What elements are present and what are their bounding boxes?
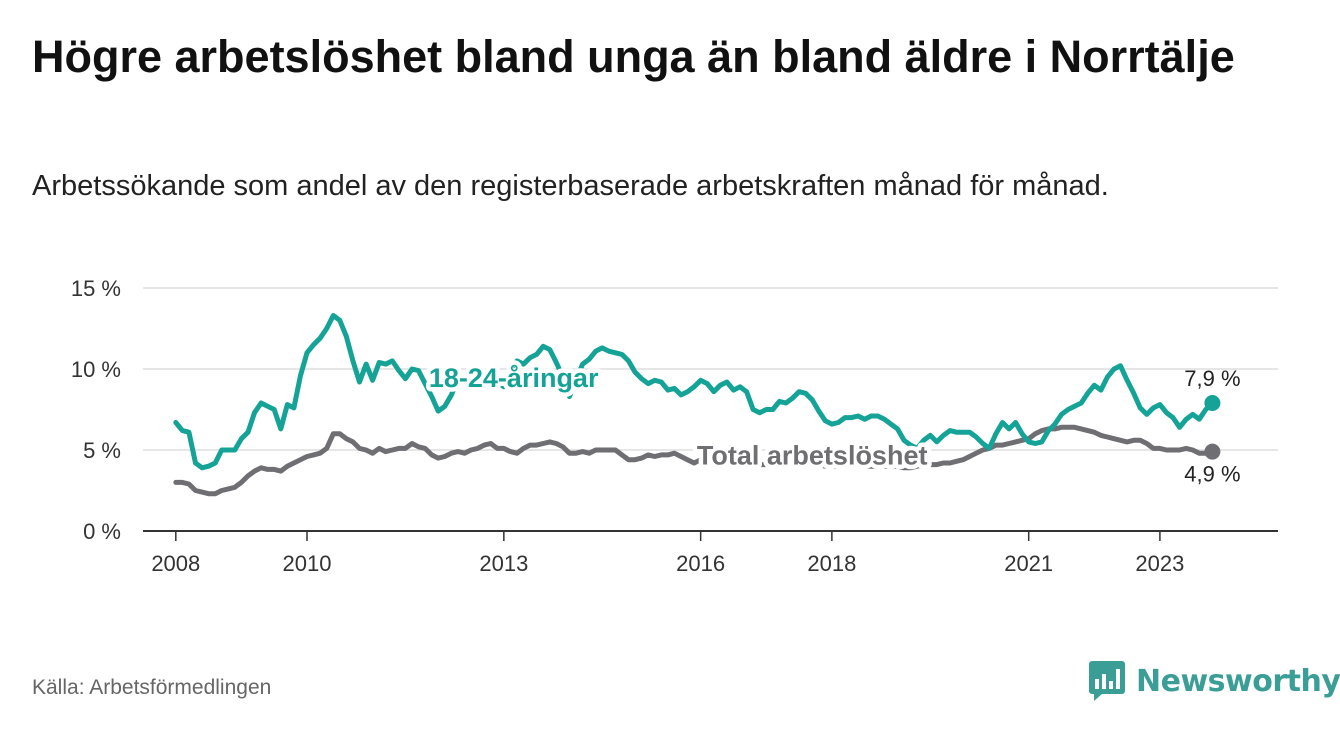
brand-logo[interactable]: Newsworthy bbox=[1088, 659, 1340, 703]
x-tick-label: 2023 bbox=[1135, 551, 1184, 576]
series-line-total bbox=[173, 424, 1215, 497]
x-tick-label: 2021 bbox=[1004, 551, 1053, 576]
end-label-youth: 7,9 % bbox=[1184, 366, 1240, 391]
series-line-youth bbox=[173, 313, 1215, 471]
chart-title: Högre arbetslöshet bland unga än bland ä… bbox=[32, 31, 1235, 82]
y-tick-label: 0 % bbox=[83, 519, 121, 544]
chart-labels: 7,9 %4,9 %18-24-åringar18-24-åringarTota… bbox=[424, 358, 1240, 487]
series-label-total-halo: Total arbetslöshet bbox=[697, 441, 928, 471]
x-tick-label: 2008 bbox=[151, 551, 200, 576]
end-label-total: 4,9 % bbox=[1184, 462, 1240, 487]
end-dot-total bbox=[1204, 443, 1221, 460]
grid-lines bbox=[143, 287, 1278, 451]
series-label-youth-halo: 18-24-åringar bbox=[429, 363, 599, 393]
source-note: Källa: Arbetsförmedlingen bbox=[32, 676, 272, 699]
newsworthy-logo-icon bbox=[1089, 661, 1125, 701]
y-tick-label: 5 % bbox=[83, 438, 121, 463]
x-tick-label: 2013 bbox=[479, 551, 528, 576]
y-tick-label: 10 % bbox=[71, 357, 121, 382]
series-label-youth: 18-24-åringar bbox=[429, 363, 599, 393]
axes: 0 % 5 % 10 % 15 % 2008 2010 2013 2016 2018 2021 20… bbox=[71, 276, 1278, 576]
y-tick-label: 15 % bbox=[71, 276, 121, 301]
x-tick-label: 2016 bbox=[676, 551, 725, 576]
line-chart: 0 % 5 % 10 % 15 % 2008 2010 2013 2016 2018 2021 20… bbox=[71, 276, 1278, 576]
x-tick-label: 2010 bbox=[283, 551, 332, 576]
end-dot-youth bbox=[1204, 395, 1221, 412]
brand-name: Newsworthy bbox=[1136, 663, 1340, 699]
chart-subtitle: Arbetssökande som andel av den registerb… bbox=[32, 170, 1109, 202]
series-lines bbox=[173, 313, 1221, 497]
x-tick-label: 2018 bbox=[807, 551, 856, 576]
series-label-total: Total arbetslöshet bbox=[697, 441, 928, 471]
